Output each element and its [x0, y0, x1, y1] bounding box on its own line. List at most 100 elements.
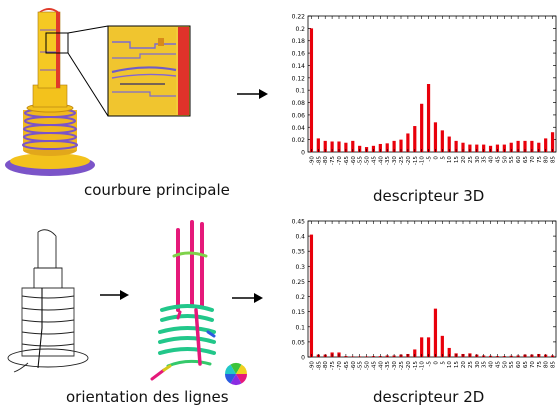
line-orientation-render	[150, 220, 216, 381]
bar	[461, 142, 465, 152]
x-tick-label: 20	[461, 361, 467, 369]
bar	[413, 126, 417, 152]
y-tick-label: 0.04	[292, 125, 306, 132]
bar	[316, 138, 320, 152]
y-tick-label: 0.05	[292, 339, 306, 346]
y-tick-label: 0.4	[295, 234, 305, 241]
caption-descriptor-3d: descripteur 3D	[373, 187, 485, 205]
bar	[344, 142, 348, 152]
x-tick-label: 15	[454, 361, 460, 369]
y-tick-label: 0.25	[292, 279, 306, 286]
bar	[413, 349, 417, 357]
x-tick-label: 40	[489, 361, 495, 369]
x-tick-label: 30	[475, 361, 481, 369]
bar	[537, 142, 541, 152]
bar	[309, 234, 314, 357]
y-tick-label: 0.35	[292, 249, 306, 256]
bar	[433, 308, 438, 357]
x-tick-label: 35	[482, 156, 488, 164]
caption-line-orientation: orientation des lignes	[66, 388, 229, 406]
bar	[544, 138, 548, 152]
x-tick-label: 70	[530, 156, 536, 164]
x-tick-label: -50	[365, 156, 371, 166]
x-tick-label: -55	[358, 361, 364, 371]
x-tick-label: 10	[447, 361, 453, 369]
bar	[426, 337, 431, 357]
x-tick-label: 65	[523, 156, 529, 164]
x-tick-label: 75	[537, 361, 543, 369]
y-tick-label: 0.15	[292, 309, 306, 316]
x-tick-label: -65	[344, 361, 350, 371]
x-tick-label: -30	[392, 361, 398, 371]
bar	[420, 337, 424, 357]
x-tick-label: -25	[399, 361, 405, 371]
y-tick-label: 0.14	[292, 63, 306, 70]
x-tick-label: 5	[440, 156, 446, 160]
tower-ribbed-body	[22, 103, 78, 156]
bar	[406, 133, 410, 152]
x-tick-label: -85	[316, 156, 322, 166]
x-tick-label: -35	[385, 361, 391, 371]
y-tick-label: 0.2	[295, 26, 305, 33]
bar	[337, 141, 341, 152]
y-tick-label: 0.22	[292, 14, 306, 21]
x-tick-label: 85	[551, 361, 557, 369]
bar	[502, 144, 506, 152]
bar	[488, 145, 493, 152]
bar	[454, 140, 458, 152]
bar	[426, 84, 431, 152]
x-tick-label: -40	[378, 361, 384, 371]
x-tick-label: -85	[316, 361, 322, 371]
x-tick-label: -80	[323, 156, 329, 166]
x-tick-label: 70	[530, 361, 536, 369]
y-tick-label: 0.12	[292, 75, 306, 82]
bar	[420, 103, 424, 152]
x-tick-label: 80	[544, 156, 550, 164]
x-tick-label: -70	[337, 361, 343, 371]
y-tick-label: 0.2	[295, 294, 305, 301]
tower-curvature-render	[5, 8, 191, 176]
y-tick-label: 0	[301, 150, 305, 157]
x-tick-label: 55	[509, 361, 515, 369]
y-tick-label: 0.1	[295, 324, 305, 331]
x-tick-label: -5	[427, 156, 433, 162]
bar	[392, 140, 396, 152]
bar	[475, 144, 479, 152]
x-tick-label: 45	[495, 156, 501, 164]
bar	[351, 140, 355, 152]
x-tick-label: 15	[454, 156, 460, 164]
chart-descriptor-3d: 0 0.02 0.04 0.06 0.08 0.1 0.12 0.14 0.16 0.18 0.2 0…	[292, 14, 557, 166]
arrow-right-icon	[100, 290, 129, 300]
bar	[440, 130, 444, 152]
x-tick-label: 55	[509, 156, 515, 164]
arrow-right-icon	[232, 293, 263, 303]
bar	[378, 143, 382, 152]
zoom-inset	[107, 25, 191, 117]
x-tick-label: 30	[475, 156, 481, 164]
x-tick-label: 20	[461, 156, 467, 164]
bar	[482, 144, 486, 152]
bar	[516, 140, 520, 152]
bar	[530, 140, 534, 152]
tower-line-drawing	[7, 229, 89, 373]
y-tick-label: 0.08	[292, 100, 306, 107]
x-tick-label: 25	[468, 156, 474, 164]
x-tick-label: -75	[330, 361, 336, 371]
bar	[550, 132, 555, 152]
x-tick-label: -75	[330, 156, 336, 166]
x-tick-label: -90	[309, 156, 315, 166]
zoom-region-box	[45, 32, 69, 54]
bar	[440, 335, 444, 357]
caption-principal-curvature: courbure principale	[84, 181, 230, 199]
bar	[447, 136, 451, 152]
x-tick-label: -15	[413, 156, 419, 166]
x-tick-label: 40	[489, 156, 495, 164]
x-tick-label: 65	[523, 361, 529, 369]
x-tick-label: 50	[502, 156, 508, 164]
plot-frame	[307, 15, 557, 153]
bar	[309, 28, 314, 153]
x-tick-label: -45	[371, 156, 377, 166]
caption-descriptor-2d: descripteur 2D	[373, 388, 485, 406]
x-tick-label: -65	[344, 156, 350, 166]
x-tick-label: -90	[309, 361, 315, 371]
